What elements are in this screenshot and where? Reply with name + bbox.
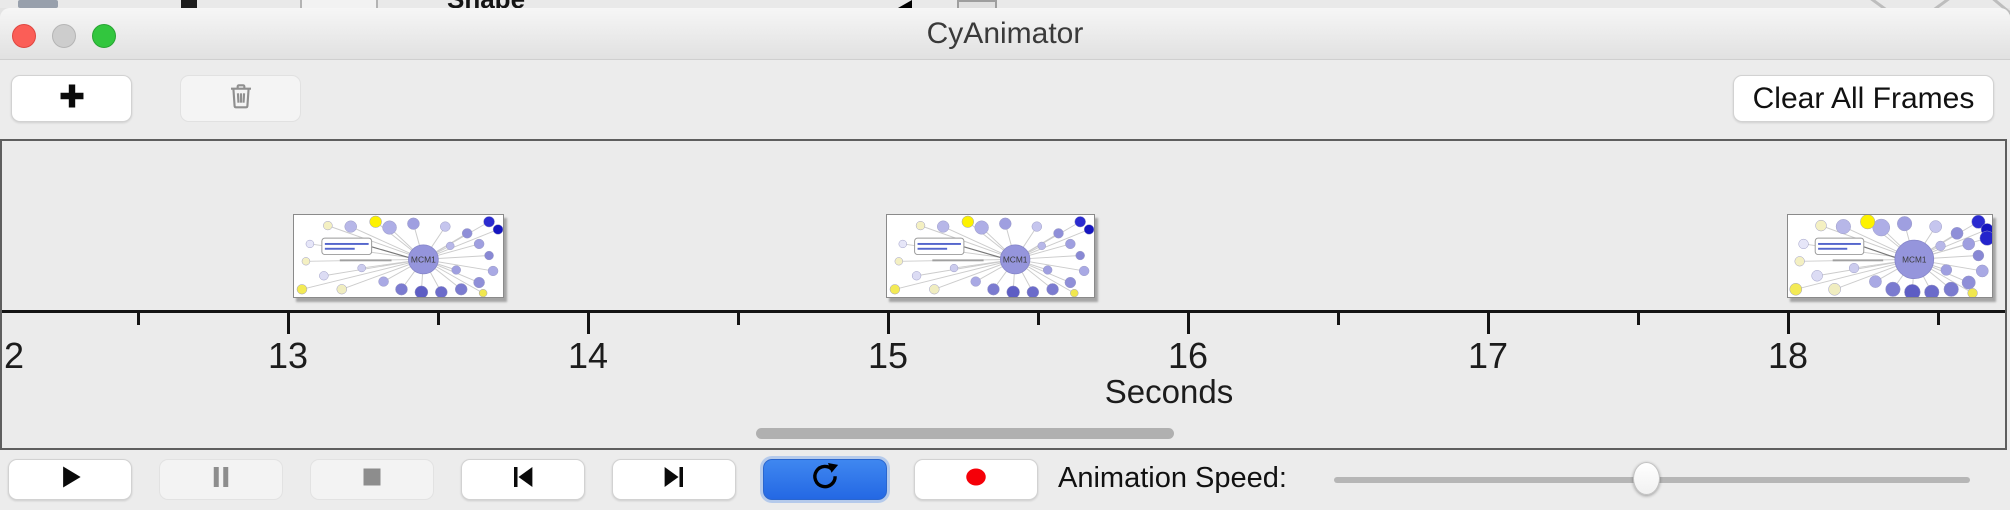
close-button[interactable]: [12, 24, 36, 48]
axis-minor-tick: [1937, 310, 1940, 325]
svg-text:MCM1: MCM1: [1003, 255, 1028, 264]
minimize-button[interactable]: [52, 24, 76, 48]
svg-text:MCM1: MCM1: [1902, 255, 1927, 264]
transport-bar: Animation Speed:: [0, 450, 2010, 510]
timeline-panel: MCM1 MCM1 MCM1 13 14 15 16 17 18 2 Seconds: [0, 139, 2007, 450]
axis-tick-label: 17: [1467, 335, 1509, 376]
pause-button[interactable]: [159, 459, 283, 500]
svg-text:MCM1: MCM1: [411, 254, 436, 264]
axis-minor-tick: [437, 310, 440, 325]
cyanimator-window: CyAnimator Clear All Frames: [0, 8, 2010, 510]
axis-minor-tick: [1637, 310, 1640, 325]
delete-frame-button[interactable]: [180, 75, 301, 122]
axis-major-tick: [287, 310, 290, 334]
axis-minor-tick: [137, 310, 140, 325]
axis-minor-tick: [737, 310, 740, 325]
clear-all-frames-button[interactable]: Clear All Frames: [1733, 75, 1994, 122]
axis-major-tick: [587, 310, 590, 334]
axis-minor-tick: [1337, 310, 1340, 325]
plus-icon: [56, 80, 88, 117]
play-icon: [55, 462, 85, 497]
add-frame-button[interactable]: [11, 75, 132, 122]
axis-tick-label: 18: [1767, 335, 1809, 376]
background-fragment: [18, 0, 58, 8]
axis-unit-label: Seconds: [1104, 373, 1234, 410]
loop-button[interactable]: [763, 459, 887, 500]
axis-major-tick: [1487, 310, 1490, 334]
skip-start-button[interactable]: [461, 459, 585, 500]
axis-major-tick: [1187, 310, 1190, 334]
loop-icon: [810, 462, 840, 497]
skip-end-icon: [659, 462, 689, 497]
record-icon: [961, 462, 991, 497]
frame-thumbnail[interactable]: MCM1: [1787, 214, 1993, 298]
axis-major-tick: [887, 310, 890, 334]
animation-speed-label: Animation Speed:: [1058, 462, 1287, 494]
background-fragment: [300, 0, 378, 8]
skip-start-icon: [508, 462, 538, 497]
skip-end-button[interactable]: [612, 459, 736, 500]
stop-icon: [357, 462, 387, 497]
trash-icon: [225, 80, 257, 117]
axis-tick-label: 15: [867, 335, 909, 376]
traffic-lights: [12, 24, 116, 48]
axis-tick-label: 14: [567, 335, 609, 376]
background-fragment: [898, 0, 912, 8]
record-button[interactable]: [914, 459, 1038, 500]
axis-tick-label: 13: [267, 335, 309, 376]
background-fragment: [181, 0, 197, 8]
axis-minor-tick: [1037, 310, 1040, 325]
axis-tick-label: 16: [1167, 335, 1209, 376]
background-shape-label: Shape: [430, 0, 550, 8]
play-button[interactable]: [8, 459, 132, 500]
title-bar[interactable]: CyAnimator: [0, 8, 2010, 60]
background-fragment: [957, 0, 997, 8]
pause-icon: [206, 462, 236, 497]
axis-tick-label-partial: 2: [3, 335, 25, 376]
timeline-scrollbar-thumb[interactable]: [756, 428, 1174, 439]
frame-toolbar: Clear All Frames: [0, 61, 2010, 139]
stop-button[interactable]: [310, 459, 434, 500]
window-title: CyAnimator: [926, 17, 1084, 50]
speed-slider-thumb[interactable]: [1633, 462, 1660, 495]
frame-thumbnail[interactable]: MCM1: [886, 214, 1095, 298]
background-apps-strip: Shape: [0, 0, 2010, 23]
axis-major-tick: [1787, 310, 1790, 334]
frame-thumbnail[interactable]: MCM1: [293, 214, 504, 298]
zoom-button[interactable]: [92, 24, 116, 48]
timeline-axis: [2, 310, 2005, 313]
